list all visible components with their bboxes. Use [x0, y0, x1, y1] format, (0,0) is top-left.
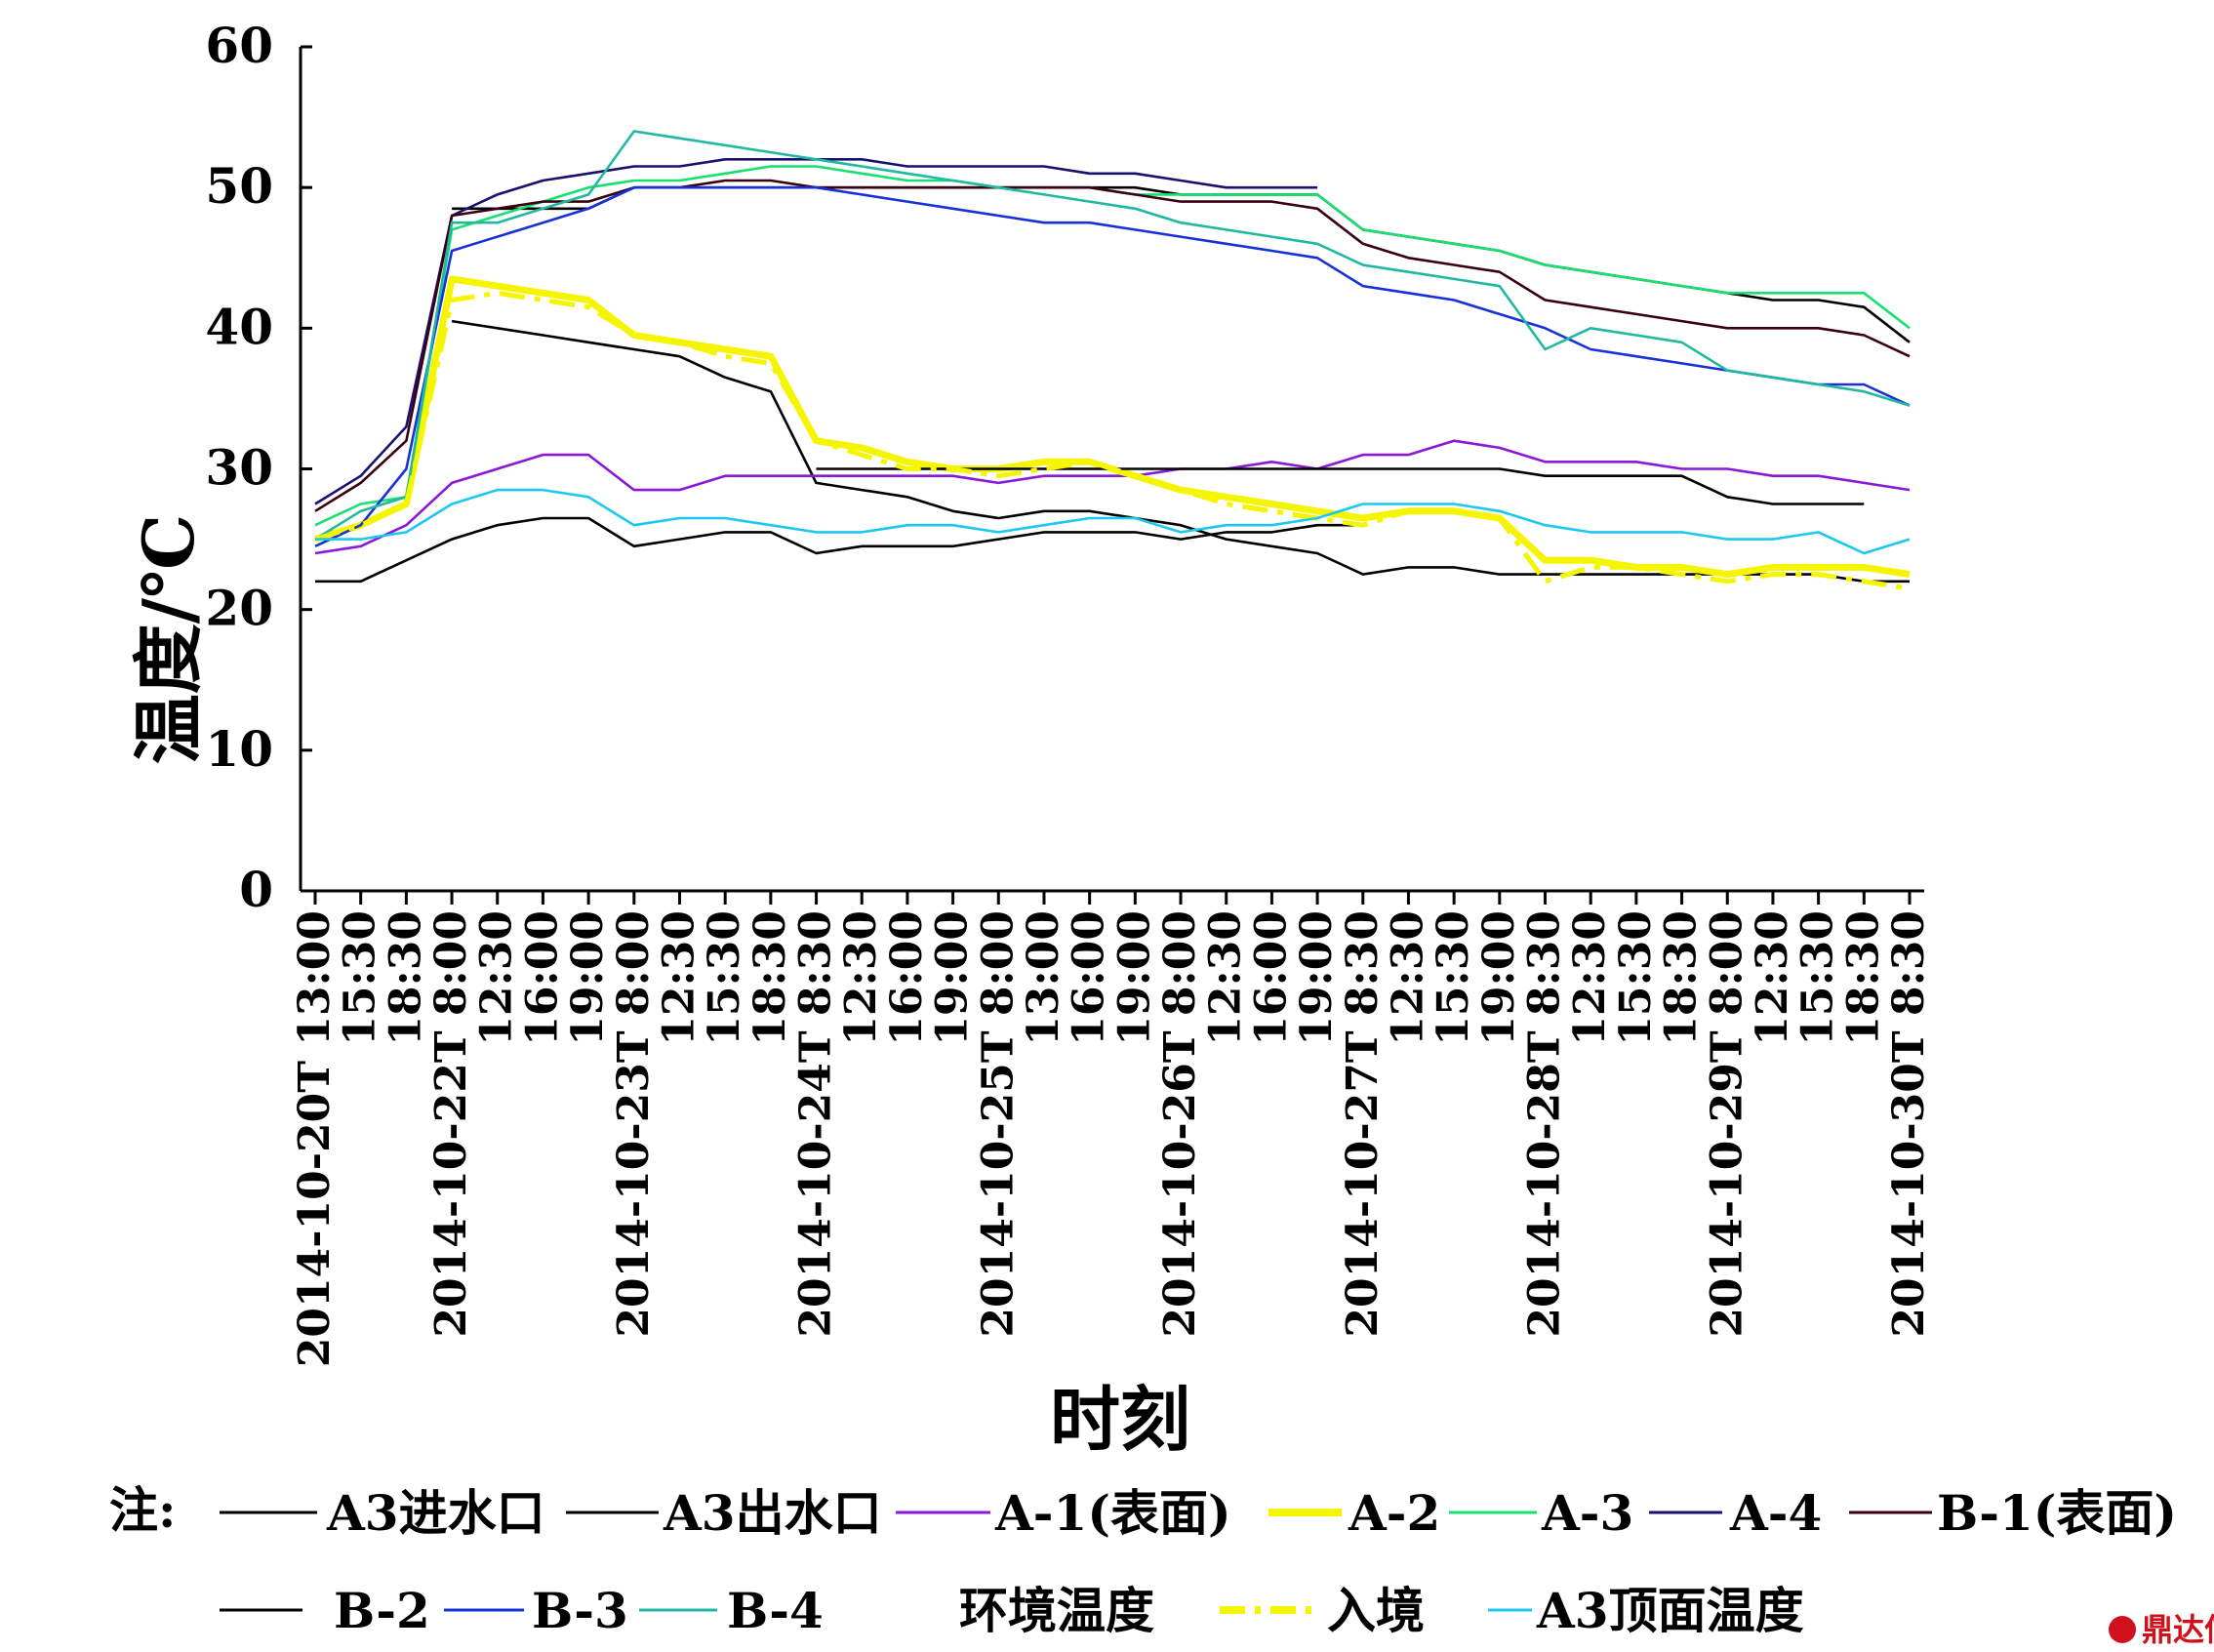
y-tick-label: 60: [205, 17, 273, 74]
legend-prefix: 注:: [109, 1481, 176, 1539]
x-tick-label: 2014-10-28T 8:30: [1520, 910, 1570, 1338]
x-tick-label: 15:30: [1793, 910, 1843, 1046]
series-line-A3进水口: [452, 185, 1911, 343]
x-tick-label: 18:30: [1657, 910, 1707, 1046]
y-tick-label: 0: [239, 861, 273, 918]
series-line-环境温度: [315, 516, 1363, 584]
x-tick-label: 12:30: [836, 910, 886, 1046]
series-line-B-4: [314, 130, 1911, 541]
x-tick-label: 19:00: [1109, 910, 1159, 1046]
legend-label-B-1(表面): B-1(表面): [1937, 1484, 2177, 1542]
y-tick-label: 40: [205, 298, 273, 355]
x-tick-label: 2014-10-23T 8:00: [609, 910, 659, 1338]
series-line-B-1(表面): [314, 179, 1911, 512]
series-line-B-3: [314, 185, 1911, 547]
y-tick-label: 10: [205, 720, 273, 778]
x-tick-label: 15:30: [700, 910, 749, 1046]
series-layer: [313, 130, 1911, 591]
x-tick-label: 2014-10-30T 8:30: [1884, 910, 1934, 1338]
legend-label-A3顶面温度: A3顶面温度: [1536, 1582, 1804, 1639]
x-tick-label: 16:00: [517, 910, 567, 1046]
x-tick-label: 12:30: [1201, 910, 1251, 1046]
series-line-B-2: [816, 467, 1865, 505]
series-line-A-4: [314, 158, 1318, 505]
x-tick-label: 2014-10-26T 8:00: [1155, 910, 1205, 1338]
y-axis-title: 温度/℃: [127, 514, 210, 765]
x-axis-title: 时刻: [1050, 1378, 1190, 1461]
x-tick-label: 12:30: [1748, 910, 1797, 1046]
y-tick-label: 20: [205, 580, 273, 637]
x-tick-label: 13:00: [1019, 910, 1068, 1046]
x-tick-label: 16:00: [1065, 910, 1114, 1046]
x-tick-label: 16:00: [882, 910, 932, 1046]
legend-label-A3进水口: A3进水口: [326, 1484, 545, 1542]
x-tick-label: 2014-10-24T 8:30: [791, 910, 841, 1338]
x-tick-label: 15:30: [1429, 910, 1478, 1046]
x-tick-label: 18:30: [745, 910, 795, 1046]
x-tick-label: 2014-10-22T 8:00: [426, 910, 476, 1338]
watermark-icon: [2109, 1616, 2136, 1643]
legend-label-环境温度: 环境温度: [959, 1582, 1154, 1639]
x-tick-label: 2014-10-27T 8:30: [1338, 910, 1388, 1338]
legend: 注: A3进水口 A3出水口 A-1(表面) A-2 A-3 A-4 B-1(表面) B-2 B-…: [109, 1481, 2177, 1639]
y-tick-label: 50: [205, 157, 273, 215]
legend-label-A-4: A-4: [1729, 1484, 1822, 1542]
legend-label-A-1(表面): A-1(表面): [994, 1484, 1231, 1542]
x-tick-label: 19:00: [928, 910, 978, 1046]
legend-label-A-2: A-2: [1348, 1484, 1440, 1542]
x-tick-label: 18:30: [381, 910, 430, 1046]
legend-label-B-2: B-2: [334, 1582, 430, 1639]
watermark-text: 鼎达信: [2142, 1611, 2214, 1648]
legend-label-入境: 入境: [1327, 1582, 1425, 1639]
y-tick-label: 30: [205, 439, 273, 497]
x-tick-label: 2014-10-25T 8:00: [973, 910, 1023, 1338]
x-tick-label: 2014-10-20T 13:00: [290, 910, 340, 1367]
x-tick-label: 15:30: [1611, 910, 1661, 1046]
x-tick-label: 15:30: [336, 910, 385, 1046]
watermark-logo: 鼎达信: [2109, 1611, 2214, 1648]
legend-label-B-3: B-3: [532, 1582, 628, 1639]
x-tick-label: 2014-10-29T 8:00: [1702, 910, 1751, 1338]
series-line-入境: [314, 290, 1911, 591]
series-line-A-1(表面): [314, 439, 1911, 555]
series-line-A3出水口: [451, 319, 1910, 584]
legend-label-B-4: B-4: [727, 1582, 824, 1639]
series-line-A-2: [313, 275, 1911, 579]
x-tick-label: 19:00: [563, 910, 613, 1046]
x-tick-label: 12:30: [1565, 910, 1615, 1046]
x-tick-label: 18:30: [1838, 910, 1888, 1046]
legend-label-A3出水口: A3出水口: [663, 1484, 882, 1542]
x-tick-label: 12:30: [654, 910, 704, 1046]
x-tick-label: 19:00: [1292, 910, 1342, 1046]
x-tick-label: 12:30: [1383, 910, 1432, 1046]
series-line-A3顶面温度: [315, 488, 1911, 555]
x-tick-label: 16:00: [1246, 910, 1296, 1046]
x-tick-label: 12:30: [472, 910, 522, 1046]
x-tick-label: 19:00: [1474, 910, 1524, 1046]
legend-label-A-3: A-3: [1541, 1484, 1633, 1542]
